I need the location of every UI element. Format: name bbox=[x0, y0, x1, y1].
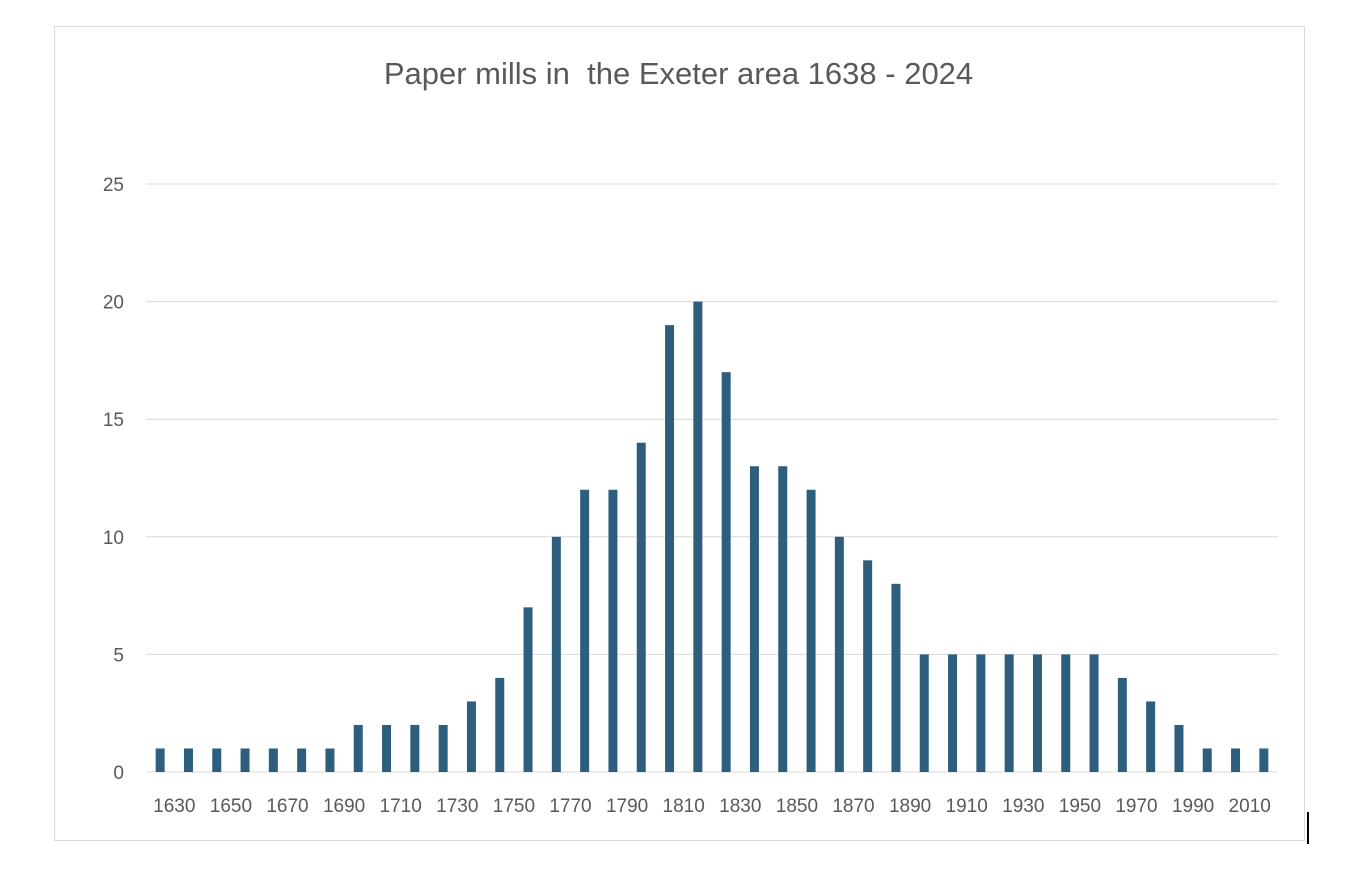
bar bbox=[1089, 654, 1099, 772]
y-tick-label: 5 bbox=[113, 645, 124, 666]
x-tick-label: 1690 bbox=[323, 796, 365, 817]
bar bbox=[1174, 724, 1184, 772]
bar bbox=[721, 372, 731, 772]
bar bbox=[1061, 654, 1071, 772]
bar bbox=[693, 301, 703, 772]
bar bbox=[1259, 748, 1269, 772]
y-tick-label: 20 bbox=[103, 293, 124, 314]
bar bbox=[1146, 701, 1156, 772]
chart-title: Paper mills in the Exeter area 1638 - 20… bbox=[383, 56, 974, 91]
y-axis-tick-labels: 0 5 10 15 20 25 bbox=[103, 175, 124, 784]
x-tick-label: 1770 bbox=[549, 796, 591, 817]
x-tick-label: 1750 bbox=[493, 796, 535, 817]
x-tick-label: 1930 bbox=[1002, 796, 1044, 817]
bar bbox=[268, 748, 278, 772]
bar bbox=[551, 536, 561, 772]
bar bbox=[523, 607, 533, 772]
bar bbox=[353, 724, 363, 772]
x-tick-label: 1810 bbox=[663, 796, 705, 817]
x-tick-label: 1830 bbox=[719, 796, 761, 817]
bar bbox=[863, 560, 873, 772]
bar bbox=[382, 724, 392, 772]
bar bbox=[297, 748, 307, 772]
bar bbox=[948, 654, 958, 772]
x-tick-label: 1870 bbox=[832, 796, 874, 817]
x-tick-label: 1730 bbox=[436, 796, 478, 817]
bar bbox=[636, 442, 646, 772]
x-tick-label: 1710 bbox=[380, 796, 422, 817]
x-tick-label: 1790 bbox=[606, 796, 648, 817]
text-cursor bbox=[1307, 812, 1309, 844]
x-tick-label: 1910 bbox=[946, 796, 988, 817]
bar bbox=[976, 654, 986, 772]
x-tick-label: 1650 bbox=[210, 796, 252, 817]
x-tick-label: 1950 bbox=[1059, 796, 1101, 817]
x-tick-label: 2010 bbox=[1229, 796, 1271, 817]
x-tick-label: 1630 bbox=[153, 796, 195, 817]
bar bbox=[155, 748, 165, 772]
x-tick-label: 1890 bbox=[889, 796, 931, 817]
x-axis-tick-labels: 1630 1650 1670 1690 1710 1730 1750 1770 1790 1810… bbox=[153, 796, 1271, 817]
x-tick-label: 1990 bbox=[1172, 796, 1214, 817]
bar bbox=[919, 654, 929, 772]
bars bbox=[155, 301, 1269, 772]
bar bbox=[891, 583, 901, 772]
bar bbox=[183, 748, 193, 772]
y-tick-label: 25 bbox=[103, 175, 124, 196]
gridlines bbox=[146, 183, 1278, 773]
bar bbox=[778, 466, 788, 772]
x-tick-label: 1670 bbox=[266, 796, 308, 817]
bar bbox=[1231, 748, 1241, 772]
bar bbox=[466, 701, 476, 772]
y-tick-label: 15 bbox=[103, 410, 124, 431]
x-tick-label: 1970 bbox=[1115, 796, 1157, 817]
bar bbox=[580, 489, 590, 772]
bar bbox=[806, 489, 816, 772]
bar bbox=[240, 748, 250, 772]
bar bbox=[212, 748, 222, 772]
bar bbox=[1004, 654, 1014, 772]
bar bbox=[495, 677, 505, 772]
bar bbox=[438, 724, 448, 772]
bar bbox=[410, 724, 420, 772]
bar bbox=[1032, 654, 1042, 772]
y-tick-label: 10 bbox=[103, 528, 124, 549]
bar bbox=[665, 325, 675, 772]
bar bbox=[1117, 677, 1127, 772]
bar bbox=[1202, 748, 1212, 772]
bar bbox=[834, 536, 844, 772]
y-tick-label: 0 bbox=[113, 763, 124, 784]
x-tick-label: 1850 bbox=[776, 796, 818, 817]
bar bbox=[325, 748, 335, 772]
bar bbox=[608, 489, 618, 772]
bar bbox=[749, 466, 759, 772]
